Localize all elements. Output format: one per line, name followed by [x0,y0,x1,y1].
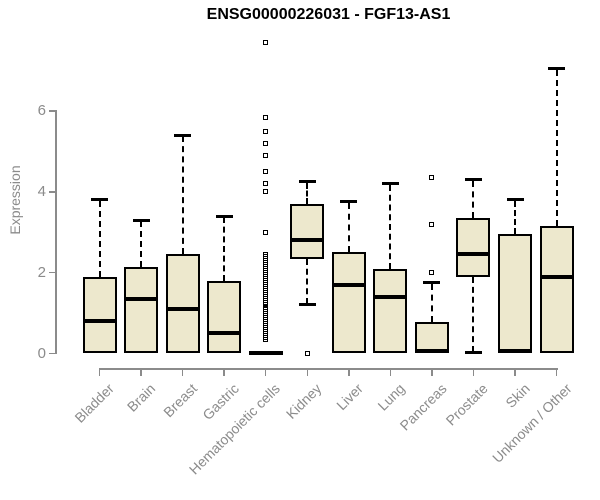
y-tick-label: 4 [37,182,46,200]
whisker-upper-gastric [223,217,226,281]
whisker-upper-liver [347,202,350,253]
whisker-upper-kidney [306,182,309,204]
whisker-cap-upper-pancreas [423,281,441,285]
whisker-cap-upper-breast [174,133,192,137]
median-skin [498,349,532,354]
whisker-cap-lower-kidney [298,303,316,307]
median-gastric [207,331,242,336]
whisker-cap-upper-kidney [298,180,316,184]
whisker-upper-lung [389,184,392,269]
median-kidney [290,238,325,243]
box-breast [165,254,200,354]
whisker-lower-kidney [306,258,309,304]
y-tick-label: 6 [37,101,46,119]
outlier-kidney [304,351,310,356]
x-tick-label-unknown-other: Unknown / Other [488,380,575,466]
whisker-cap-upper-liver [340,200,358,204]
x-tick-label-liver: Liver [333,380,367,414]
whisker-upper-skin [514,200,516,235]
whisker-cap-lower-prostate [464,351,482,355]
x-tick-lung [389,369,392,376]
x-tick-liver [348,369,350,376]
x-tick-kidney [306,369,308,376]
whisker-cap-upper-brain [132,218,150,222]
whisker-cap-upper-bladder [91,198,108,202]
box-skin [498,234,532,354]
outlier-hematopoietic-cells [263,152,269,158]
x-tick-label-lung: Lung [374,380,408,414]
y-axis-line [55,110,57,354]
box-prostate [456,218,491,277]
y-tick [48,191,57,193]
x-tick-brain [140,369,142,376]
whisker-upper-unknown-other [555,69,558,227]
outlier-hematopoietic-cells [263,114,269,120]
whisker-upper-breast [181,136,184,255]
y-tick [48,352,57,355]
whisker-lower-prostate [472,276,475,352]
whisker-upper-prostate [472,180,475,219]
x-tick-prostate [472,369,475,376]
y-tick [48,271,57,274]
box-lung [373,268,408,354]
median-unknown-other [539,274,574,279]
outlier-hematopoietic-cells [263,140,269,146]
y-tick [48,110,57,112]
x-tick-breast [181,369,184,376]
median-bladder [82,319,117,324]
median-liver [331,282,366,287]
median-hematopoietic-cells [248,350,283,355]
box-liver [331,252,366,354]
whisker-cap-upper-prostate [464,178,482,182]
x-tick-skin [514,369,516,376]
box-brain [124,266,159,354]
median-prostate [456,252,491,257]
whisker-cap-upper-gastric [215,214,233,218]
median-pancreas [414,349,449,354]
x-tick-label-prostate: Prostate [442,380,492,429]
outlier-pancreas [429,221,435,227]
outlier-hematopoietic-cells [263,189,269,195]
x-tick-label-breast: Breast [160,380,201,421]
outlier-hematopoietic-cells [263,39,269,45]
median-lung [373,294,408,299]
median-brain [124,296,159,301]
y-tick-label: 2 [37,263,46,281]
x-tick-unknown-other [555,369,558,376]
chart-title: ENSG00000226031 - FGF13-AS1 [206,6,451,23]
outlier-hematopoietic-cells [263,229,269,235]
box-bladder [82,276,117,354]
whisker-cap-upper-skin [506,198,524,202]
x-tick-label-brain: Brain [124,380,159,415]
x-tick-label-bladder: Bladder [71,380,118,426]
whisker-cap-upper-unknown-other [548,67,566,71]
box-unknown-other [539,226,574,354]
x-tick-label-skin: Skin [502,380,533,411]
outlier-hematopoietic-cells [263,336,269,342]
box-gastric [207,280,242,354]
x-axis-line [98,368,559,370]
outlier-hematopoietic-cells [263,169,269,175]
whisker-cap-upper-lung [381,182,399,186]
whisker-upper-bladder [98,200,101,277]
outlier-hematopoietic-cells [263,128,269,134]
x-tick-gastric [223,369,225,376]
outlier-pancreas [429,175,435,181]
whisker-upper-brain [140,221,143,267]
x-tick-pancreas [431,369,433,376]
outlier-pancreas [429,270,435,276]
whisker-upper-pancreas [430,283,433,322]
box-kidney [290,203,325,259]
x-tick-label-kidney: Kidney [283,380,325,422]
x-tick-bladder [98,369,101,376]
median-breast [165,307,200,312]
x-tick-hematopoietic-cells [264,369,267,376]
outlier-hematopoietic-cells [263,181,269,187]
y-tick-label: 0 [37,344,46,362]
